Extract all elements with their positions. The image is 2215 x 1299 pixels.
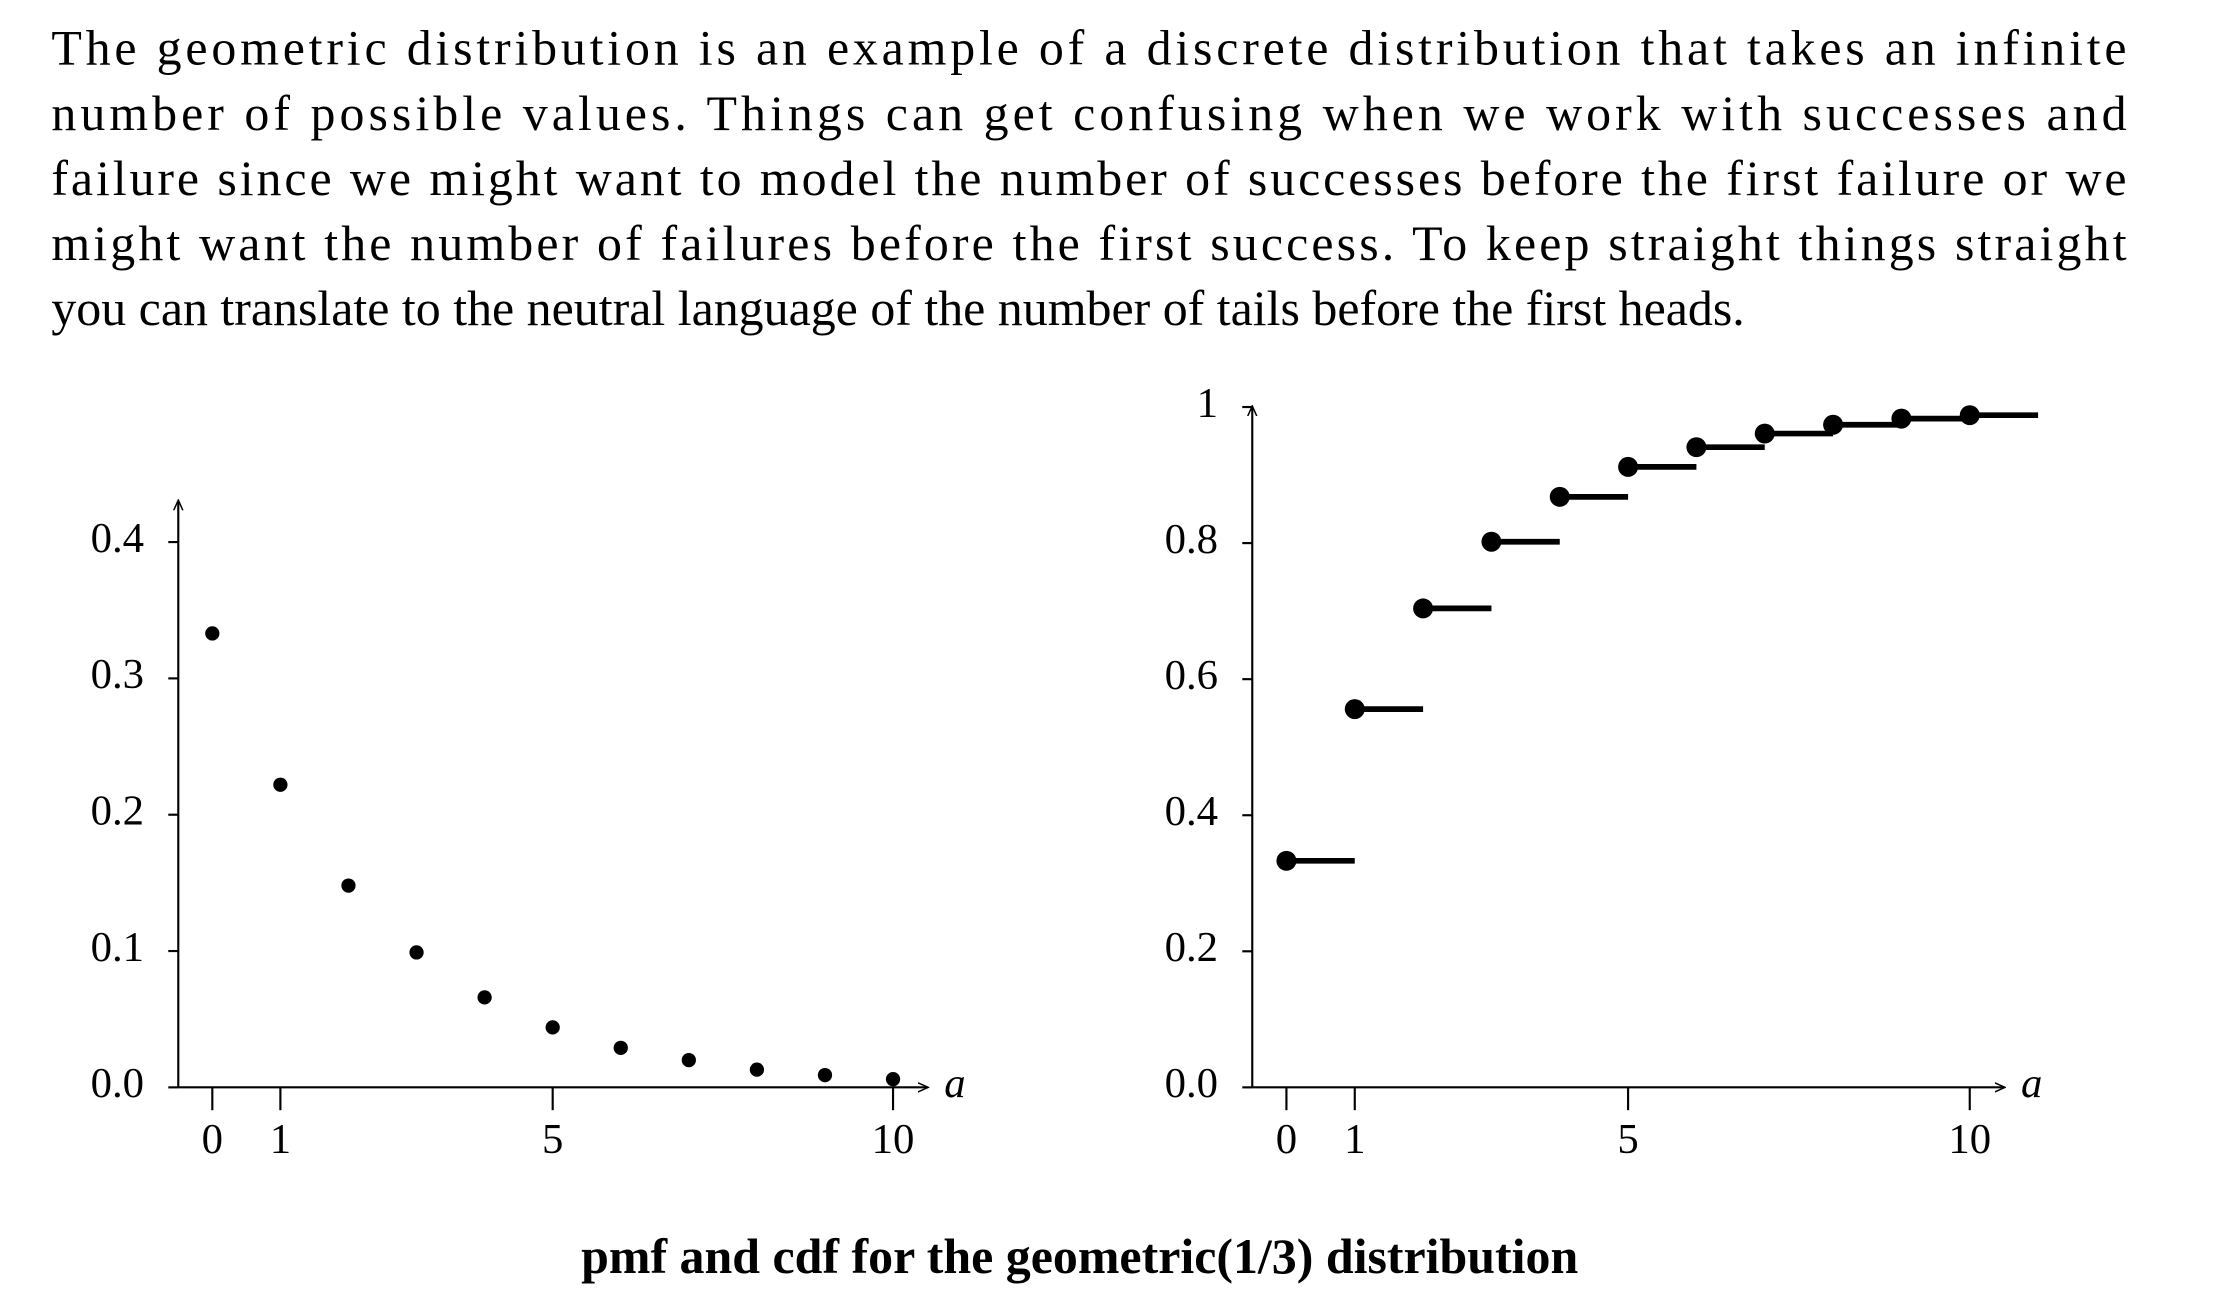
x-tick-label: 1 — [270, 1116, 291, 1163]
y-tick-label: 0.3 — [91, 651, 144, 698]
x-tick-label: 1 — [1344, 1116, 1365, 1163]
y-tick-label: 0.4 — [91, 515, 144, 562]
point — [613, 1040, 628, 1055]
point — [885, 1072, 901, 1087]
point — [817, 1067, 833, 1083]
point — [1481, 531, 1502, 552]
point — [409, 945, 424, 960]
paragraph-line: failure since we might want to model the… — [51, 151, 2126, 206]
y-tick-label: 0.2 — [91, 788, 144, 835]
point — [477, 990, 492, 1005]
x-tick-label: 10 — [1948, 1116, 1991, 1163]
y-tick-label: 0.0 — [91, 1060, 144, 1107]
point — [1891, 408, 1912, 429]
point — [341, 878, 356, 893]
point — [545, 1020, 560, 1035]
y-tick-label: 0.1 — [91, 924, 144, 971]
y-tick-label: 0.2 — [1165, 924, 1218, 971]
x-tick-label: 0 — [202, 1116, 223, 1163]
y-tick-label: 0.8 — [1165, 516, 1218, 563]
x-axis-label: a — [2021, 1060, 2042, 1107]
paragraph-line: you can translate to the neutral languag… — [51, 281, 1744, 336]
point — [1823, 414, 1844, 435]
point — [273, 777, 288, 792]
point — [681, 1052, 696, 1068]
point — [1959, 405, 1980, 426]
y-tick-label: 0.0 — [1165, 1060, 1218, 1107]
point — [1618, 456, 1639, 477]
y-tick-label: 0.6 — [1165, 652, 1218, 699]
point — [1344, 699, 1365, 720]
caption: pmf and cdf for the geometric(1/3) distr… — [581, 1229, 1578, 1284]
x-tick-label: 10 — [872, 1116, 915, 1163]
paragraph-line: might want the number of failures before… — [51, 216, 2126, 271]
x-tick-label: 0 — [1276, 1116, 1297, 1163]
point — [1276, 850, 1297, 871]
point — [205, 626, 220, 641]
paragraph-line: number of possible values. Things can ge… — [51, 86, 2126, 141]
x-tick-label: 5 — [542, 1116, 563, 1163]
y-tick-label: 1 — [1197, 380, 1218, 427]
point — [749, 1062, 765, 1077]
point — [1549, 486, 1570, 507]
point — [1686, 437, 1707, 458]
point — [1413, 598, 1434, 619]
paragraph-line: The geometric distribution is an example… — [51, 21, 2126, 76]
point — [1754, 423, 1775, 444]
y-tick-label: 0.4 — [1165, 788, 1218, 835]
x-axis-label: a — [944, 1060, 965, 1107]
x-tick-label: 5 — [1617, 1116, 1638, 1163]
